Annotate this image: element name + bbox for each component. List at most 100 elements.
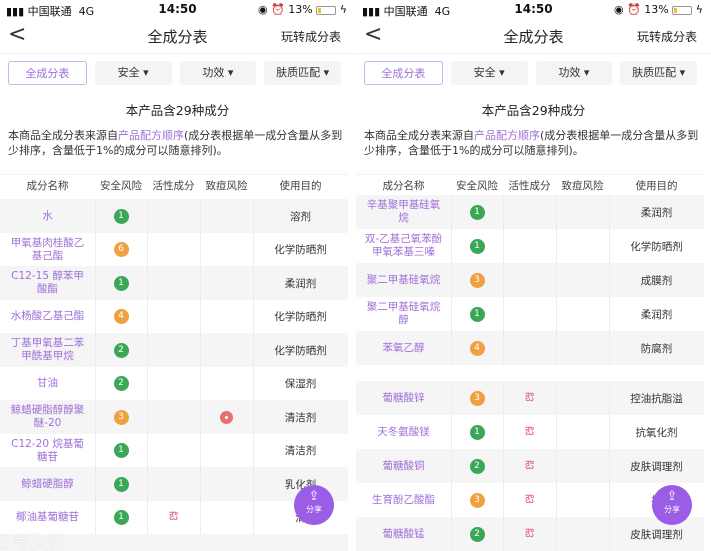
safety-risk-badge: 1 (469, 306, 485, 322)
table-row[interactable]: 辛基聚甲基硅氧烷 1 柔润剂 (356, 195, 704, 229)
table-row[interactable]: C12-15 醇苯甲酸酯 1 柔润剂 (0, 266, 348, 300)
nav-bar: < 全成分表 玩转成分表 (0, 18, 355, 54)
usage-purpose: 柔润剂 (640, 206, 673, 219)
table-row[interactable]: 天冬氨酸镁 1 ఔ 抗氧化剂 (356, 415, 704, 449)
acne-risk-icon (220, 410, 233, 424)
usage-purpose: 皮肤调理剂 (630, 528, 683, 541)
safety-risk-badge: 1 (113, 208, 129, 224)
ingredient-name[interactable]: 甘油 (37, 377, 58, 389)
formula-order-link[interactable]: 产品配方顺序 (474, 129, 540, 142)
safety-risk-badge: 1 (113, 476, 129, 492)
col-acne: 致痘风险 (561, 180, 604, 192)
table-row[interactable]: 甘油 2 保湿剂 (0, 366, 348, 401)
table-row[interactable]: 甲氧基肉桂酸乙基己酯 6 化学防晒剂 (0, 232, 348, 267)
table-row[interactable]: 双-乙基己氧苯酚甲氧苯基三嗪 1 化学防晒剂 (356, 229, 704, 263)
table-row[interactable]: 聚二甲基硅氧烷 3 成膜剂 (356, 263, 704, 297)
active-ingredient-icon: ఔ (169, 509, 178, 523)
table-row[interactable]: 葡糖酸铜 2 ఔ 皮肤调理剂 (356, 449, 704, 483)
back-chevron-icon[interactable]: < (364, 22, 383, 47)
table-row[interactable]: 葡糖酸锰 2 ఔ 皮肤调理剂 (356, 517, 704, 551)
usage-purpose: 化学防晒剂 (274, 344, 327, 357)
table-row[interactable]: 水杨酸乙基己酯 4 化学防晒剂 (0, 299, 348, 334)
ingredient-name[interactable]: 辛基聚甲基硅氧烷 (366, 199, 441, 224)
table-row[interactable]: 鲸蜡硬脂醇 1 乳化剂 (0, 467, 348, 501)
usage-purpose: 保湿剂 (284, 378, 317, 390)
safety-risk-badge: 3 (113, 409, 129, 425)
lock-rotation-icon: ◉ (257, 3, 268, 16)
table-header: 成分名称 安全风险 活性成分 致痘风险 使用目的 (0, 174, 348, 196)
safety-risk-badge: 1 (113, 443, 129, 458)
ingredient-name[interactable]: 聚二甲基硅氧烷 (366, 273, 441, 286)
tab-full-list[interactable]: 全成分表 (364, 61, 443, 85)
ingredient-name[interactable]: C12-15 醇苯甲酸酯 (11, 270, 84, 295)
share-button[interactable]: ⇪ 分享 (652, 485, 692, 525)
watermark: 5号女性 (0, 533, 66, 551)
table-row[interactable]: 鲸蜡硬脂醇醇聚醚-20 3 清洁剂 (0, 400, 348, 434)
tab-efficacy[interactable]: 功效 ▾ (179, 61, 257, 85)
signal-icon: ▮▮▮ (6, 5, 25, 18)
table-row[interactable]: 生育酚乙酸酯 3 ఔ 抗 (356, 483, 704, 517)
source-description: 本商品全成分表来源自产品配方顺序(成分表根据单一成分含量从多到少排序，含量低于1… (364, 129, 699, 157)
ingredient-name[interactable]: 葡糖酸锰 (382, 527, 425, 540)
formula-order-link[interactable]: 产品配方顺序 (118, 129, 184, 142)
ingredient-name[interactable]: 甲氧基肉桂酸乙基己酯 (10, 236, 85, 262)
tab-efficacy[interactable]: 功效 ▾ (535, 61, 613, 85)
safety-risk-badge: 6 (113, 242, 129, 257)
table-row[interactable] (0, 534, 348, 551)
usage-purpose: 清洁剂 (284, 411, 317, 424)
status-bar: ▮▮▮ 中国联通 4G 14:50 ◉ ⏰ 13% ϟ (0, 0, 355, 18)
table-row[interactable]: 聚二甲基硅氧烷醇 1 柔润剂 (356, 297, 704, 331)
source-description: 本商品全成分表来源自产品配方顺序(成分表根据单一成分含量从多到少排序，含量低于1… (8, 129, 343, 157)
ingredient-name[interactable]: C12-20 烷基葡糖苷 (11, 437, 84, 463)
alarm-icon: ⏰ (627, 3, 641, 16)
tab-full-list[interactable]: 全成分表 (8, 61, 87, 85)
ingredient-name[interactable]: 鲸蜡硬脂醇醇聚醚-20 (10, 404, 85, 429)
table-row[interactable]: C12-20 烷基葡糖苷 1 清洁剂 (0, 433, 348, 468)
ingredient-name[interactable]: 葡糖酸铜 (382, 459, 425, 472)
back-chevron-icon[interactable]: < (8, 22, 27, 47)
safety-risk-badge: 2 (469, 458, 485, 474)
ingredient-name[interactable]: 鲸蜡硬脂醇 (21, 477, 74, 490)
ingredient-name[interactable]: 天冬氨酸镁 (377, 425, 430, 438)
share-icon: ⇪ (308, 489, 320, 504)
ingredient-name[interactable]: 双-乙基己氧苯酚甲氧苯基三嗪 (364, 233, 443, 258)
ingredient-name[interactable]: 丁基甲氧基二苯甲酰基甲烷 (10, 337, 85, 362)
col-active: 活性成分 (152, 180, 195, 192)
safety-risk-badge: 3 (469, 492, 485, 508)
active-ingredient-icon: ఔ (525, 457, 534, 472)
usage-purpose: 溶剂 (290, 210, 311, 223)
safety-risk-badge: 2 (113, 376, 129, 391)
ingredient-name[interactable]: 苯氧乙醇 (382, 341, 425, 354)
table-row[interactable]: 葡糖酸锌 3 ఔ 控油抗脂溢 (356, 381, 704, 415)
safety-risk-badge: 1 (469, 204, 485, 220)
tab-skin-match[interactable]: 肤质匹配 ▾ (620, 61, 697, 85)
ingredient-name[interactable]: 葡糖酸锌 (382, 391, 425, 404)
table-row[interactable]: 苯氧乙醇 4 防腐剂 (356, 331, 704, 365)
safety-risk-badge: 3 (469, 272, 485, 288)
table-row[interactable]: 水 1 溶剂 (0, 199, 348, 233)
table-row[interactable]: 丁基甲氧基二苯甲酰基甲烷 2 化学防晒剂 (0, 333, 348, 367)
safety-risk-badge: 1 (113, 275, 129, 291)
ingredient-name[interactable]: 生育酚乙酸酯 (372, 493, 435, 506)
guide-link[interactable]: 玩转成分表 (636, 30, 697, 44)
ingredient-name[interactable]: 椰油基葡糖苷 (16, 511, 79, 523)
ingredient-name[interactable]: 水 (42, 209, 53, 222)
tab-safety[interactable]: 安全 ▾ (94, 61, 172, 85)
share-button[interactable]: ⇪ 分享 (294, 485, 334, 525)
usage-purpose: 成膜剂 (640, 274, 673, 287)
safety-risk-badge: 2 (469, 526, 485, 542)
col-purpose: 使用目的 (635, 180, 678, 192)
guide-link[interactable]: 玩转成分表 (280, 30, 341, 44)
ingredient-name[interactable]: 水杨酸乙基己酯 (10, 310, 85, 322)
safety-risk-badge: 1 (113, 510, 129, 525)
carrier: 中国联通 (27, 5, 72, 18)
filter-tabs: 全成分表 安全 ▾ 功效 ▾ 肤质匹配 ▾ (8, 61, 341, 85)
safety-risk-badge: 1 (469, 424, 485, 440)
battery-icon (672, 5, 693, 15)
tab-safety[interactable]: 安全 ▾ (450, 61, 528, 85)
ingredient-name[interactable]: 聚二甲基硅氧烷醇 (366, 301, 441, 326)
safety-risk-badge: 4 (469, 340, 485, 356)
col-safety: 安全风险 (100, 180, 142, 192)
tab-skin-match[interactable]: 肤质匹配 ▾ (264, 61, 341, 85)
nav-bar: < 全成分表 玩转成分表 (356, 18, 711, 54)
